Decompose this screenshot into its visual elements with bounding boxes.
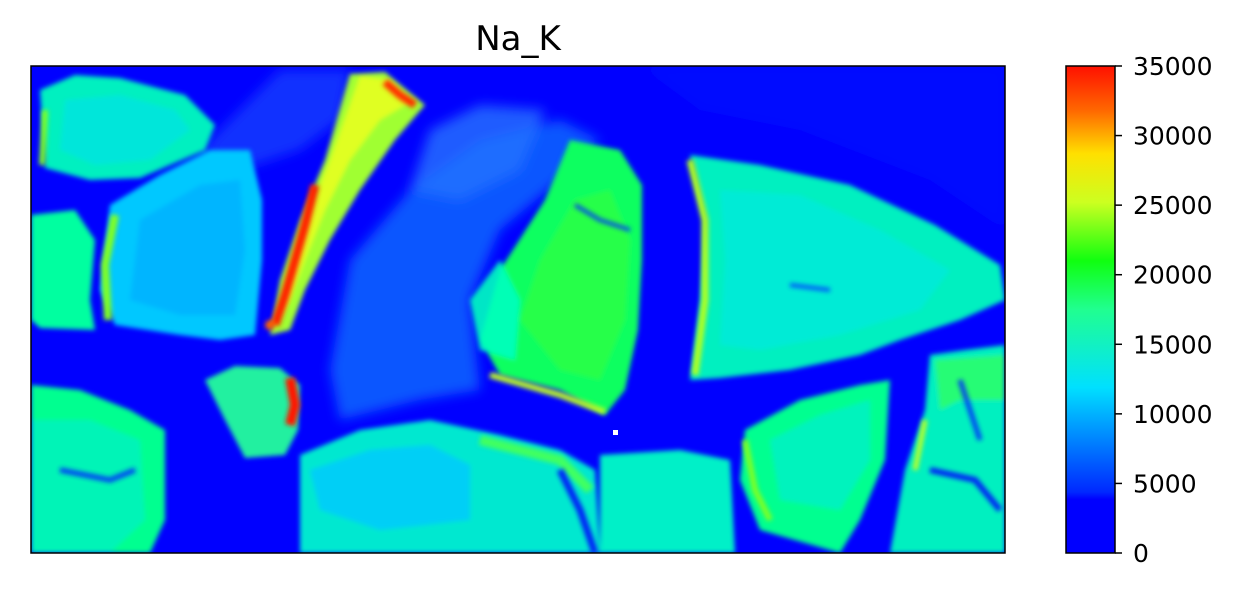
plot-frame: [30, 65, 1006, 554]
right-large-block-inner: [720, 190, 950, 350]
lower-left-block-inner: [31, 420, 145, 553]
strip-top-red-streak: [382, 78, 418, 109]
strip-yellow-core: [280, 76, 410, 320]
crack-lower-left: [59, 467, 136, 483]
edge-highlights: [39, 109, 928, 522]
colorbar-tick-label: 15000: [1133, 330, 1213, 359]
colorbar-tick-label: 20000: [1133, 261, 1213, 290]
bottom-right-middle-block-edge: [742, 439, 773, 522]
bottom-right-block-edge: [912, 419, 928, 471]
colorbar: 0 5000 10000 15000 20000 25000 30000 35000: [1065, 52, 1213, 568]
crack-center-block: [573, 203, 631, 232]
bottom-center-right-block: [600, 450, 735, 553]
strip-red-streak: [270, 183, 320, 327]
bottom-right-middle-block-inner: [770, 400, 870, 510]
bottom-center-block-inner: [310, 445, 470, 530]
colorbar-tick-label: 10000: [1133, 400, 1213, 429]
left-middle-block-edge: [100, 214, 119, 321]
crack-bottom-right-2: [957, 379, 983, 441]
center-green-block-edge: [489, 372, 607, 415]
heatmap-region-top-right-corner: [640, 66, 1005, 230]
faint-upper-left-band: [200, 70, 350, 170]
faint-background-zones: [200, 66, 1005, 420]
center-green-lower-left: [470, 260, 520, 360]
crack-bottom-right-1: [929, 467, 1003, 512]
heatmap-plot: [31, 66, 1005, 553]
colorbar-tick-label: 0: [1133, 539, 1149, 568]
faint-center-upper: [410, 105, 545, 200]
colorbar-ticks: 0 5000 10000 15000 20000 25000 30000 35000: [1115, 52, 1213, 568]
strip-orange-spot: [265, 320, 275, 330]
colorbar-tick-label: 30000: [1133, 122, 1213, 151]
small-block-red-streak: [285, 377, 301, 427]
colorbar-tick-label: 25000: [1133, 191, 1213, 220]
upper-left-block-inner: [60, 95, 190, 165]
heatmap-region-center-left-faint-block: [330, 120, 600, 420]
colorbar-frame: [1065, 65, 1116, 554]
bottom-right-block-green-edge: [935, 355, 1005, 410]
upper-left-block-edge: [39, 109, 48, 166]
heatmap-region-small-center-left-block: [205, 366, 300, 458]
crack-bottom-center: [556, 468, 599, 553]
far-left-edge-block: [31, 210, 95, 330]
center-green-block-inner: [520, 190, 630, 380]
left-middle-block-inner: [130, 180, 245, 315]
heatmap-region-bright-diagonal-strip: [270, 72, 425, 335]
colorbar-gradient: [1066, 66, 1115, 553]
colorbar-tick-label: 35000: [1133, 52, 1213, 81]
outlier-pixel: [613, 430, 618, 435]
internal-cracks: [59, 203, 1003, 553]
bottom-center-block-edge: [478, 435, 594, 494]
crack-right-large: [789, 283, 831, 292]
right-large-block-edge: [686, 159, 709, 376]
chart-title: Na_K: [475, 19, 562, 59]
colorbar-tick-label: 5000: [1133, 469, 1197, 498]
hot-spots: [265, 78, 418, 427]
heatmap-blocks: [31, 72, 1005, 553]
